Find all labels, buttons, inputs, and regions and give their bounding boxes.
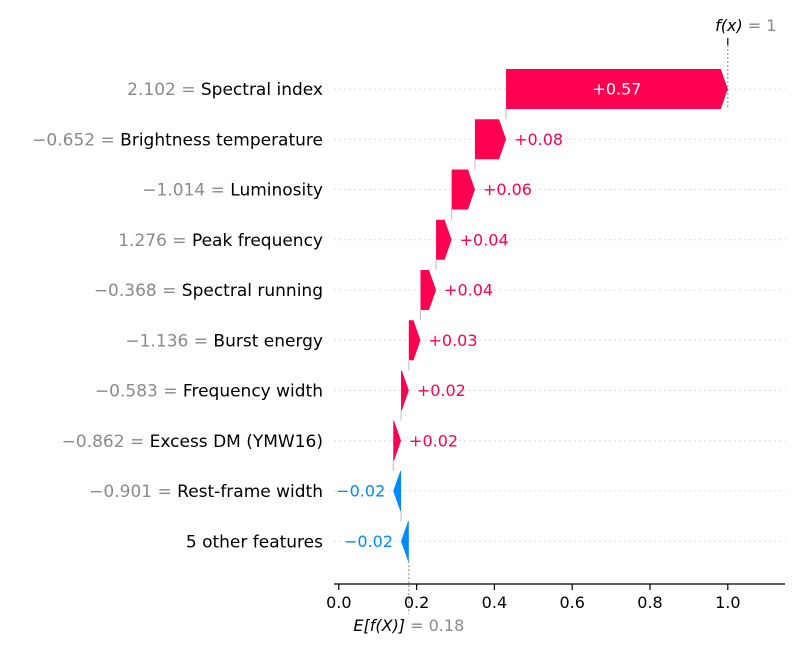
feature-value: −1.014 — [142, 181, 205, 201]
feature-name: Brightness temperature — [120, 130, 323, 150]
feature-equals: = — [167, 231, 192, 251]
feature-name: Excess DM (YMW16) — [150, 432, 323, 452]
feature-label: 1.276 = Peak frequency — [118, 231, 323, 251]
x-tick-label: 0.4 — [482, 593, 507, 612]
feature-equals: = — [176, 80, 201, 100]
base-value-number: = 0.18 — [405, 616, 464, 635]
contribution-label: +0.08 — [514, 130, 563, 149]
final-value-symbol: f(x) — [715, 16, 743, 35]
feature-name: Frequency width — [183, 382, 323, 402]
contribution-bar — [420, 270, 437, 310]
contribution-bar — [451, 169, 475, 210]
feature-equals: = — [158, 382, 183, 402]
feature-label: −0.368 = Spectral running — [94, 281, 323, 301]
contribution-bar — [474, 119, 507, 160]
contribution-bar — [408, 320, 421, 361]
contribution-label: +0.04 — [460, 230, 509, 249]
base-value-symbol: E[f(X)] — [353, 616, 405, 635]
final-value-number: = 1 — [743, 16, 777, 35]
feature-equals: = — [188, 331, 213, 351]
feature-value: −0.368 — [94, 281, 157, 301]
feature-label: 5 other features — [186, 532, 323, 552]
contribution-label: +0.03 — [428, 331, 477, 350]
contribution-label: +0.02 — [409, 431, 458, 450]
final-value-label: f(x) = 1 — [715, 16, 776, 35]
x-tick-label: 0.8 — [637, 593, 662, 612]
feature-equals: = — [95, 130, 120, 150]
feature-label: −0.652 = Brightness temperature — [32, 130, 323, 150]
contribution-label: +0.06 — [483, 180, 532, 199]
contribution-label: +0.04 — [444, 281, 493, 300]
x-tick-label: 1.0 — [715, 593, 740, 612]
feature-value: −0.652 — [32, 130, 95, 150]
feature-label: −0.583 = Frequency width — [95, 382, 323, 402]
feature-name: 5 other features — [186, 532, 323, 552]
contribution-bar — [436, 219, 452, 260]
feature-value: 1.276 — [118, 231, 167, 251]
feature-equals: = — [157, 281, 182, 301]
base-value-label: E[f(X)] = 0.18 — [353, 616, 464, 635]
feature-name: Spectral index — [201, 80, 323, 100]
x-tick-label: 0.2 — [404, 593, 429, 612]
feature-name: Rest-frame width — [177, 482, 323, 502]
feature-label: −1.014 = Luminosity — [142, 181, 323, 201]
contribution-label: −0.02 — [344, 532, 393, 551]
contribution-bar — [401, 370, 409, 411]
x-tick-label: 0.0 — [326, 593, 351, 612]
feature-name: Spectral running — [182, 281, 323, 301]
feature-value: −0.583 — [95, 382, 158, 402]
feature-value: 2.102 — [127, 80, 176, 100]
feature-name: Peak frequency — [192, 231, 323, 251]
feature-label: 2.102 = Spectral index — [127, 80, 323, 100]
feature-name: Burst energy — [213, 331, 323, 351]
feature-label: −0.862 = Excess DM (YMW16) — [62, 432, 323, 452]
feature-value: −0.862 — [62, 432, 125, 452]
contribution-bar — [393, 471, 402, 511]
contribution-label: +0.02 — [417, 381, 466, 400]
feature-equals: = — [205, 181, 230, 201]
feature-value: −1.136 — [125, 331, 188, 351]
feature-name: Luminosity — [230, 181, 323, 201]
feature-label: −0.901 = Rest-frame width — [89, 482, 323, 502]
feature-equals: = — [125, 432, 150, 452]
feature-equals: = — [152, 482, 177, 502]
contribution-label: −0.02 — [336, 482, 385, 501]
feature-value: −0.901 — [89, 482, 152, 502]
contribution-label: +0.57 — [592, 80, 641, 99]
x-tick-label: 0.6 — [559, 593, 584, 612]
contribution-bar — [401, 521, 409, 562]
contribution-bar — [393, 420, 402, 461]
contribution-bar — [506, 69, 728, 109]
feature-label: −1.136 = Burst energy — [125, 331, 323, 351]
